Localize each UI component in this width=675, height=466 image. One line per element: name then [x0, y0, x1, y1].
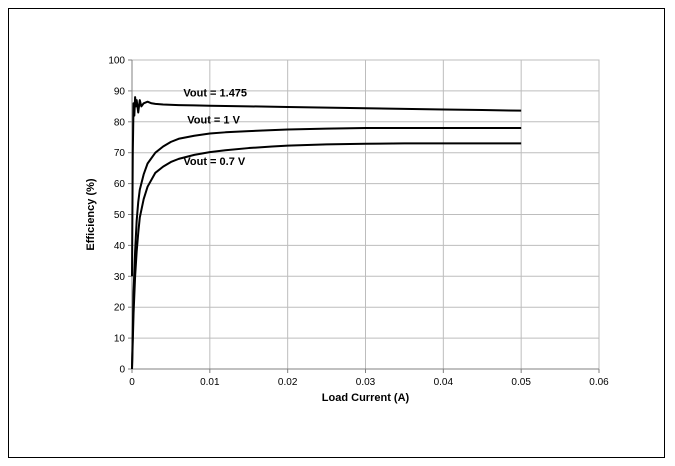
series-line-vout-1475: [131, 96, 522, 277]
y-tick-label: 10: [114, 334, 126, 345]
series-label-vout-1475: Vout = 1.475: [183, 87, 247, 99]
y-tick-label: 0: [119, 365, 125, 376]
x-tick-label: 0.01: [200, 377, 220, 388]
y-tick-label: 40: [114, 241, 126, 252]
series-label-vout-07v: Vout = 0.7 V: [183, 156, 246, 168]
x-tick-label: 0: [129, 377, 135, 388]
series-line-vout-07v: [131, 142, 522, 370]
x-tick-label: 0.03: [356, 377, 376, 388]
chart-frame: 0 0.01 0.02 0.03 0.04 0.05 0.06 0 10 20 30 40 50 60 7…: [8, 8, 665, 458]
x-axis-title: Load Current (A): [322, 392, 410, 404]
y-tick-label: 100: [108, 56, 125, 67]
y-tick-label: 80: [114, 117, 126, 128]
y-tick-label: 50: [114, 210, 126, 221]
series-lines: [131, 96, 522, 370]
y-tick-label: 70: [114, 148, 126, 159]
x-tick-label: 0.04: [434, 377, 454, 388]
y-axis-ticks: 0 10 20 30 40 50 60 70 80 90 100: [108, 56, 132, 376]
x-axis-ticks: 0 0.01 0.02 0.03 0.04 0.05 0.06: [129, 369, 609, 388]
y-tick-label: 60: [114, 179, 126, 190]
series-label-vout-1v: Vout = 1 V: [187, 115, 240, 127]
efficiency-chart: 0 0.01 0.02 0.03 0.04 0.05 0.06 0 10 20 30 40 50 60 7…: [85, 56, 609, 405]
y-axis-title: Efficiency (%): [85, 178, 97, 250]
x-tick-label: 0.06: [589, 377, 609, 388]
series-line-vout-1v: [131, 126, 522, 370]
y-tick-label: 90: [114, 86, 126, 97]
y-tick-label: 30: [114, 272, 126, 283]
series-labels: Vout = 1.475 Vout = 1 V Vout = 0.7 V: [183, 87, 247, 168]
x-tick-label: 0.05: [511, 377, 531, 388]
x-tick-label: 0.02: [278, 377, 298, 388]
y-tick-label: 20: [114, 303, 126, 314]
